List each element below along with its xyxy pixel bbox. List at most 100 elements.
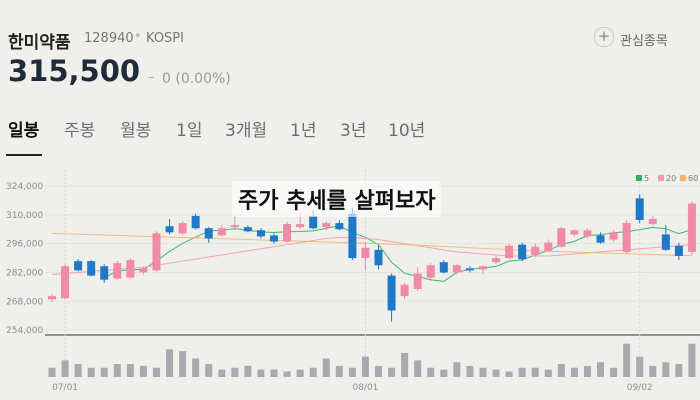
candle-body xyxy=(596,235,605,243)
legend-swatch xyxy=(680,175,686,181)
x-tick-label: 09/02 xyxy=(627,383,653,393)
tab[interactable]: 3년 xyxy=(340,121,367,141)
volume-bar xyxy=(283,371,291,377)
volume-bar xyxy=(610,367,618,377)
tab[interactable]: 1일 xyxy=(176,121,203,141)
tab[interactable]: 3개월 xyxy=(225,121,268,141)
volume-bar xyxy=(401,352,409,377)
candle-body xyxy=(413,273,422,289)
candle-body xyxy=(256,230,265,237)
volume-bar xyxy=(309,367,317,377)
volume-bar xyxy=(113,364,121,377)
candle-body xyxy=(687,203,696,252)
volume-bar xyxy=(322,358,330,377)
volume-bar xyxy=(218,369,226,377)
candle-body xyxy=(661,234,670,250)
tab[interactable]: 월봉 xyxy=(120,121,152,141)
candle-body xyxy=(400,284,409,297)
volume-bar xyxy=(100,367,108,377)
volume-bar xyxy=(375,365,382,377)
candle-body xyxy=(387,275,396,311)
volume-bar xyxy=(296,369,304,377)
volume-bar xyxy=(414,360,422,377)
candle-body xyxy=(505,245,514,259)
candle-body xyxy=(465,268,474,271)
candle-body xyxy=(674,245,683,256)
volume-bar xyxy=(61,360,69,377)
volume-bar xyxy=(205,364,213,377)
volume-bar xyxy=(48,367,56,377)
watch-button[interactable]: 관심종목 xyxy=(620,34,668,49)
tab[interactable]: 1년 xyxy=(290,121,317,141)
candle-body xyxy=(139,268,148,273)
add-icon[interactable]: + xyxy=(594,27,614,47)
stock-name: 한미약품 xyxy=(8,33,71,53)
volume-bar xyxy=(139,365,147,377)
candle-body xyxy=(152,233,161,271)
candle-body xyxy=(165,226,174,233)
candle-body xyxy=(557,228,566,247)
candle-body xyxy=(544,242,553,251)
volume-bar xyxy=(87,367,95,377)
volume-bar xyxy=(335,365,343,377)
y-tick-label: 310,000 xyxy=(6,211,43,221)
candle-body xyxy=(126,260,135,278)
change: 0 (0.00%) xyxy=(162,71,231,87)
candle-body xyxy=(113,263,122,279)
legend-label: 60 xyxy=(688,174,698,183)
candle-body xyxy=(609,232,618,240)
volume-bar xyxy=(361,356,369,377)
x-tick-label: 07/01 xyxy=(52,383,78,393)
volume-bar xyxy=(231,367,239,377)
legend-label: 20 xyxy=(666,174,676,183)
candle-body xyxy=(243,227,252,232)
candle-body xyxy=(335,223,344,230)
volume-bar xyxy=(348,367,356,377)
volume-bar xyxy=(583,365,591,377)
volume-bar xyxy=(492,369,500,377)
y-tick-label: 254,000 xyxy=(6,326,43,336)
y-tick-label: 282,000 xyxy=(6,268,43,278)
volume-bar xyxy=(74,364,82,377)
volume-bar xyxy=(675,364,683,377)
volume-bar xyxy=(636,356,644,377)
volume-bar xyxy=(466,365,474,377)
volume-bar xyxy=(518,367,526,377)
candle-body xyxy=(100,266,109,280)
volume-bar xyxy=(479,367,487,377)
volume-bar xyxy=(570,367,578,377)
market: KOSPI xyxy=(146,31,184,46)
legend-swatch xyxy=(636,175,642,181)
volume-bar xyxy=(152,367,160,377)
stock-code: 128940 xyxy=(84,31,134,46)
y-tick-label: 268,000 xyxy=(6,297,43,307)
candle-body xyxy=(178,223,187,234)
volume-bar xyxy=(544,369,552,377)
tab[interactable]: 일봉 xyxy=(8,121,40,141)
tab[interactable]: 주봉 xyxy=(64,121,96,141)
candle-body xyxy=(296,224,305,228)
tab[interactable]: 10년 xyxy=(388,121,426,141)
candle-body xyxy=(322,223,331,228)
candle-body xyxy=(583,230,592,237)
candle-body xyxy=(439,262,448,273)
candle-body xyxy=(309,215,318,229)
candle-body xyxy=(230,225,239,228)
candle-body xyxy=(622,223,631,252)
volume-bar xyxy=(244,365,252,377)
volume-bar xyxy=(649,365,657,377)
volume-bar xyxy=(505,371,513,377)
candle-body xyxy=(518,244,527,260)
legend-swatch xyxy=(658,175,664,181)
candle-body xyxy=(191,215,200,229)
candle-body xyxy=(270,235,279,242)
candle-body xyxy=(61,266,70,299)
x-tick-label: 08/01 xyxy=(352,383,378,393)
candle-body xyxy=(648,218,657,225)
change-icon: – xyxy=(148,70,155,85)
candle-body xyxy=(492,258,501,263)
volume-bar xyxy=(688,343,696,377)
moving-average xyxy=(51,232,692,257)
candle-body xyxy=(48,296,56,300)
